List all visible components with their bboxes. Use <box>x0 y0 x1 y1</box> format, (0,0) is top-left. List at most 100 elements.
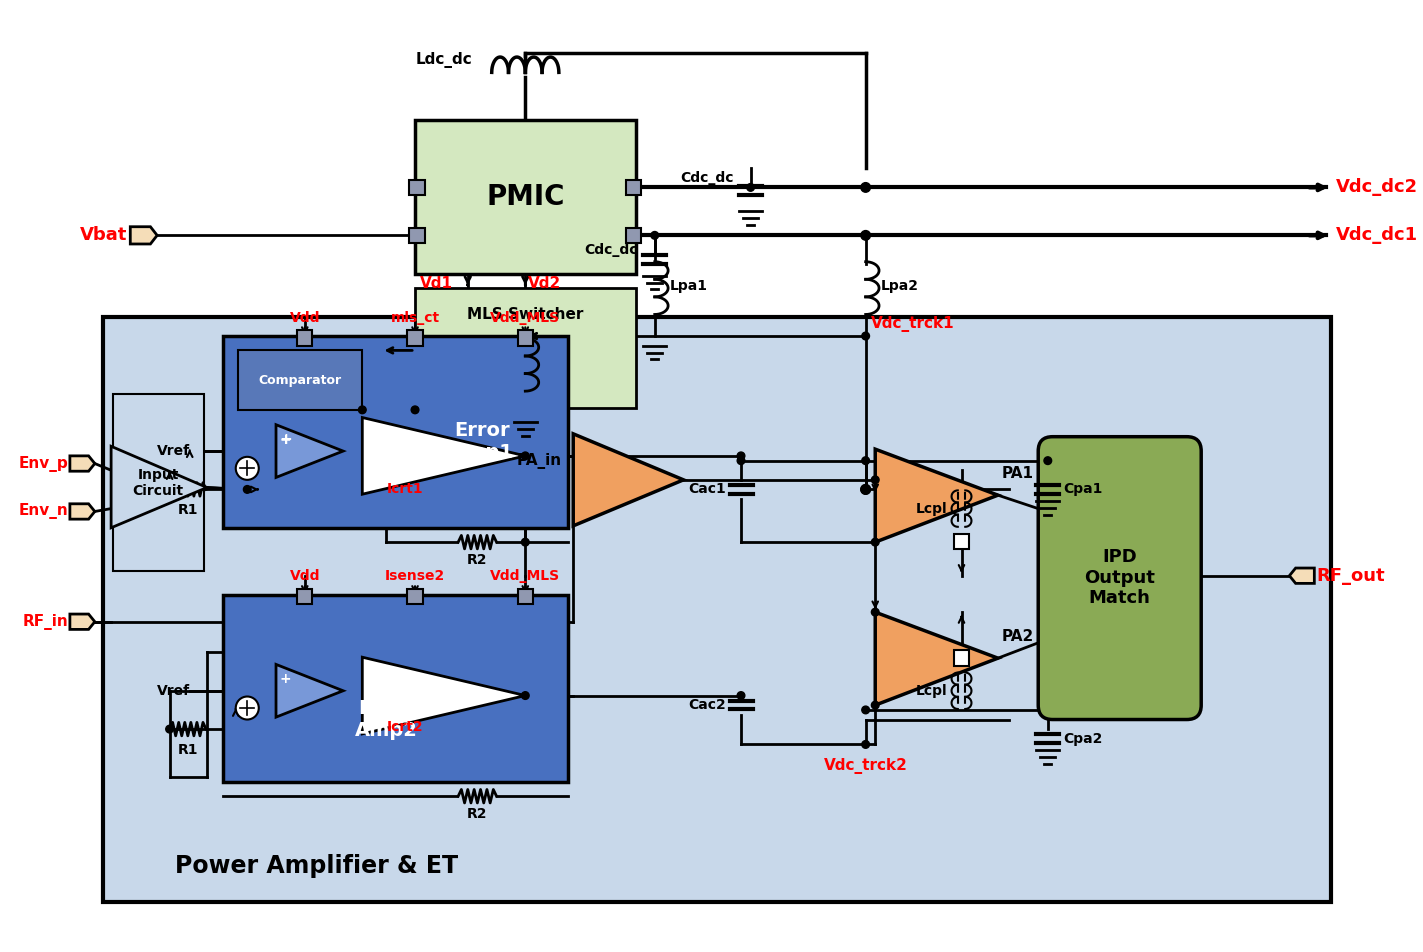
Circle shape <box>521 538 529 546</box>
FancyBboxPatch shape <box>1039 437 1201 720</box>
Bar <box>407 330 423 346</box>
Circle shape <box>165 725 174 733</box>
Text: Icrt2: Icrt2 <box>387 721 424 734</box>
Text: PA_in: PA_in <box>517 452 562 468</box>
Text: RF_out: RF_out <box>1316 566 1385 585</box>
Text: Vdd: Vdd <box>289 569 320 584</box>
Text: Error
Amp2: Error Amp2 <box>354 699 418 740</box>
Text: Vd1: Vd1 <box>420 276 454 290</box>
Bar <box>297 589 313 605</box>
Text: Vdc_trck2: Vdc_trck2 <box>824 758 908 774</box>
Polygon shape <box>875 612 998 705</box>
Polygon shape <box>70 504 95 519</box>
Circle shape <box>521 452 529 460</box>
Circle shape <box>862 332 869 340</box>
Text: IPD
Output
Match: IPD Output Match <box>1084 547 1155 607</box>
Bar <box>626 180 642 195</box>
Bar <box>238 350 363 410</box>
Text: Lcpl: Lcpl <box>915 502 948 516</box>
Polygon shape <box>276 664 343 717</box>
Text: Error
Amp1: Error Amp1 <box>451 421 514 462</box>
Text: Ldc_dc: Ldc_dc <box>416 52 472 68</box>
Text: Vdc_dc2: Vdc_dc2 <box>1335 178 1417 196</box>
Polygon shape <box>276 425 343 478</box>
Polygon shape <box>111 446 206 527</box>
Text: RF_in: RF_in <box>23 614 68 629</box>
Polygon shape <box>573 434 683 526</box>
Text: PA2: PA2 <box>1002 628 1035 644</box>
Polygon shape <box>70 456 95 471</box>
Circle shape <box>862 457 869 465</box>
Text: Cpa2: Cpa2 <box>1063 732 1103 745</box>
Text: PMIC: PMIC <box>487 183 565 211</box>
Text: Vref: Vref <box>157 444 189 458</box>
Circle shape <box>737 692 744 700</box>
Bar <box>416 120 636 274</box>
Text: Env_p: Env_p <box>18 456 68 471</box>
Circle shape <box>737 452 744 460</box>
Polygon shape <box>70 614 95 629</box>
Bar <box>112 393 203 571</box>
Bar <box>223 336 568 527</box>
Text: Vref: Vref <box>157 684 189 698</box>
Text: Lpa2: Lpa2 <box>881 279 919 293</box>
Bar <box>407 589 423 605</box>
Text: Cdc_dc: Cdc_dc <box>583 243 638 257</box>
Polygon shape <box>131 227 157 244</box>
Circle shape <box>861 485 871 494</box>
Text: +: + <box>280 432 292 446</box>
Circle shape <box>871 702 879 709</box>
Text: Vdd_MLS: Vdd_MLS <box>491 310 561 325</box>
Circle shape <box>861 230 871 240</box>
Circle shape <box>411 406 418 414</box>
Circle shape <box>871 476 879 484</box>
Polygon shape <box>1289 568 1315 584</box>
Bar <box>518 589 534 605</box>
Text: R2: R2 <box>467 806 488 821</box>
Text: Vdd_MLS: Vdd_MLS <box>491 569 561 584</box>
Circle shape <box>243 486 250 493</box>
Circle shape <box>521 692 529 700</box>
Text: R1: R1 <box>178 503 198 517</box>
Circle shape <box>747 184 754 191</box>
Text: Vdc_trck1: Vdc_trck1 <box>871 316 953 332</box>
Text: Lcpl: Lcpl <box>915 684 948 698</box>
Bar <box>223 595 568 782</box>
Text: Vd2: Vd2 <box>528 276 562 290</box>
Bar <box>410 228 424 243</box>
Bar <box>104 317 1331 902</box>
Circle shape <box>861 485 871 494</box>
Text: R2: R2 <box>467 553 488 566</box>
Polygon shape <box>875 449 998 542</box>
Circle shape <box>737 457 744 465</box>
Circle shape <box>1044 457 1052 465</box>
Text: Comparator: Comparator <box>259 373 342 387</box>
Text: mls_ct: mls_ct <box>390 310 440 325</box>
Circle shape <box>359 406 366 414</box>
Text: +: + <box>279 432 292 447</box>
Circle shape <box>236 457 259 480</box>
Text: MLS Switcher: MLS Switcher <box>467 307 583 323</box>
Bar <box>297 330 313 346</box>
Circle shape <box>871 538 879 546</box>
Polygon shape <box>363 657 525 734</box>
Text: PA1: PA1 <box>1002 466 1033 481</box>
Text: Icrt1: Icrt1 <box>387 483 424 496</box>
Text: Cac1: Cac1 <box>687 483 726 496</box>
Circle shape <box>861 183 871 192</box>
Circle shape <box>862 706 869 714</box>
Text: Cac2: Cac2 <box>687 698 726 712</box>
Text: Input
Circuit: Input Circuit <box>132 467 184 498</box>
Bar <box>626 228 642 243</box>
Bar <box>518 330 534 346</box>
Circle shape <box>650 231 659 239</box>
Circle shape <box>862 741 869 748</box>
Bar <box>410 180 424 195</box>
Text: Env_n: Env_n <box>18 504 68 520</box>
Bar <box>416 288 636 407</box>
Text: Cpa1: Cpa1 <box>1063 483 1103 496</box>
Text: Vdd: Vdd <box>289 310 320 325</box>
Text: Power Amplifier & ET: Power Amplifier & ET <box>175 854 458 878</box>
Text: Cdc_dc: Cdc_dc <box>680 170 733 185</box>
Text: Vdc_dc1: Vdc_dc1 <box>1335 227 1417 245</box>
